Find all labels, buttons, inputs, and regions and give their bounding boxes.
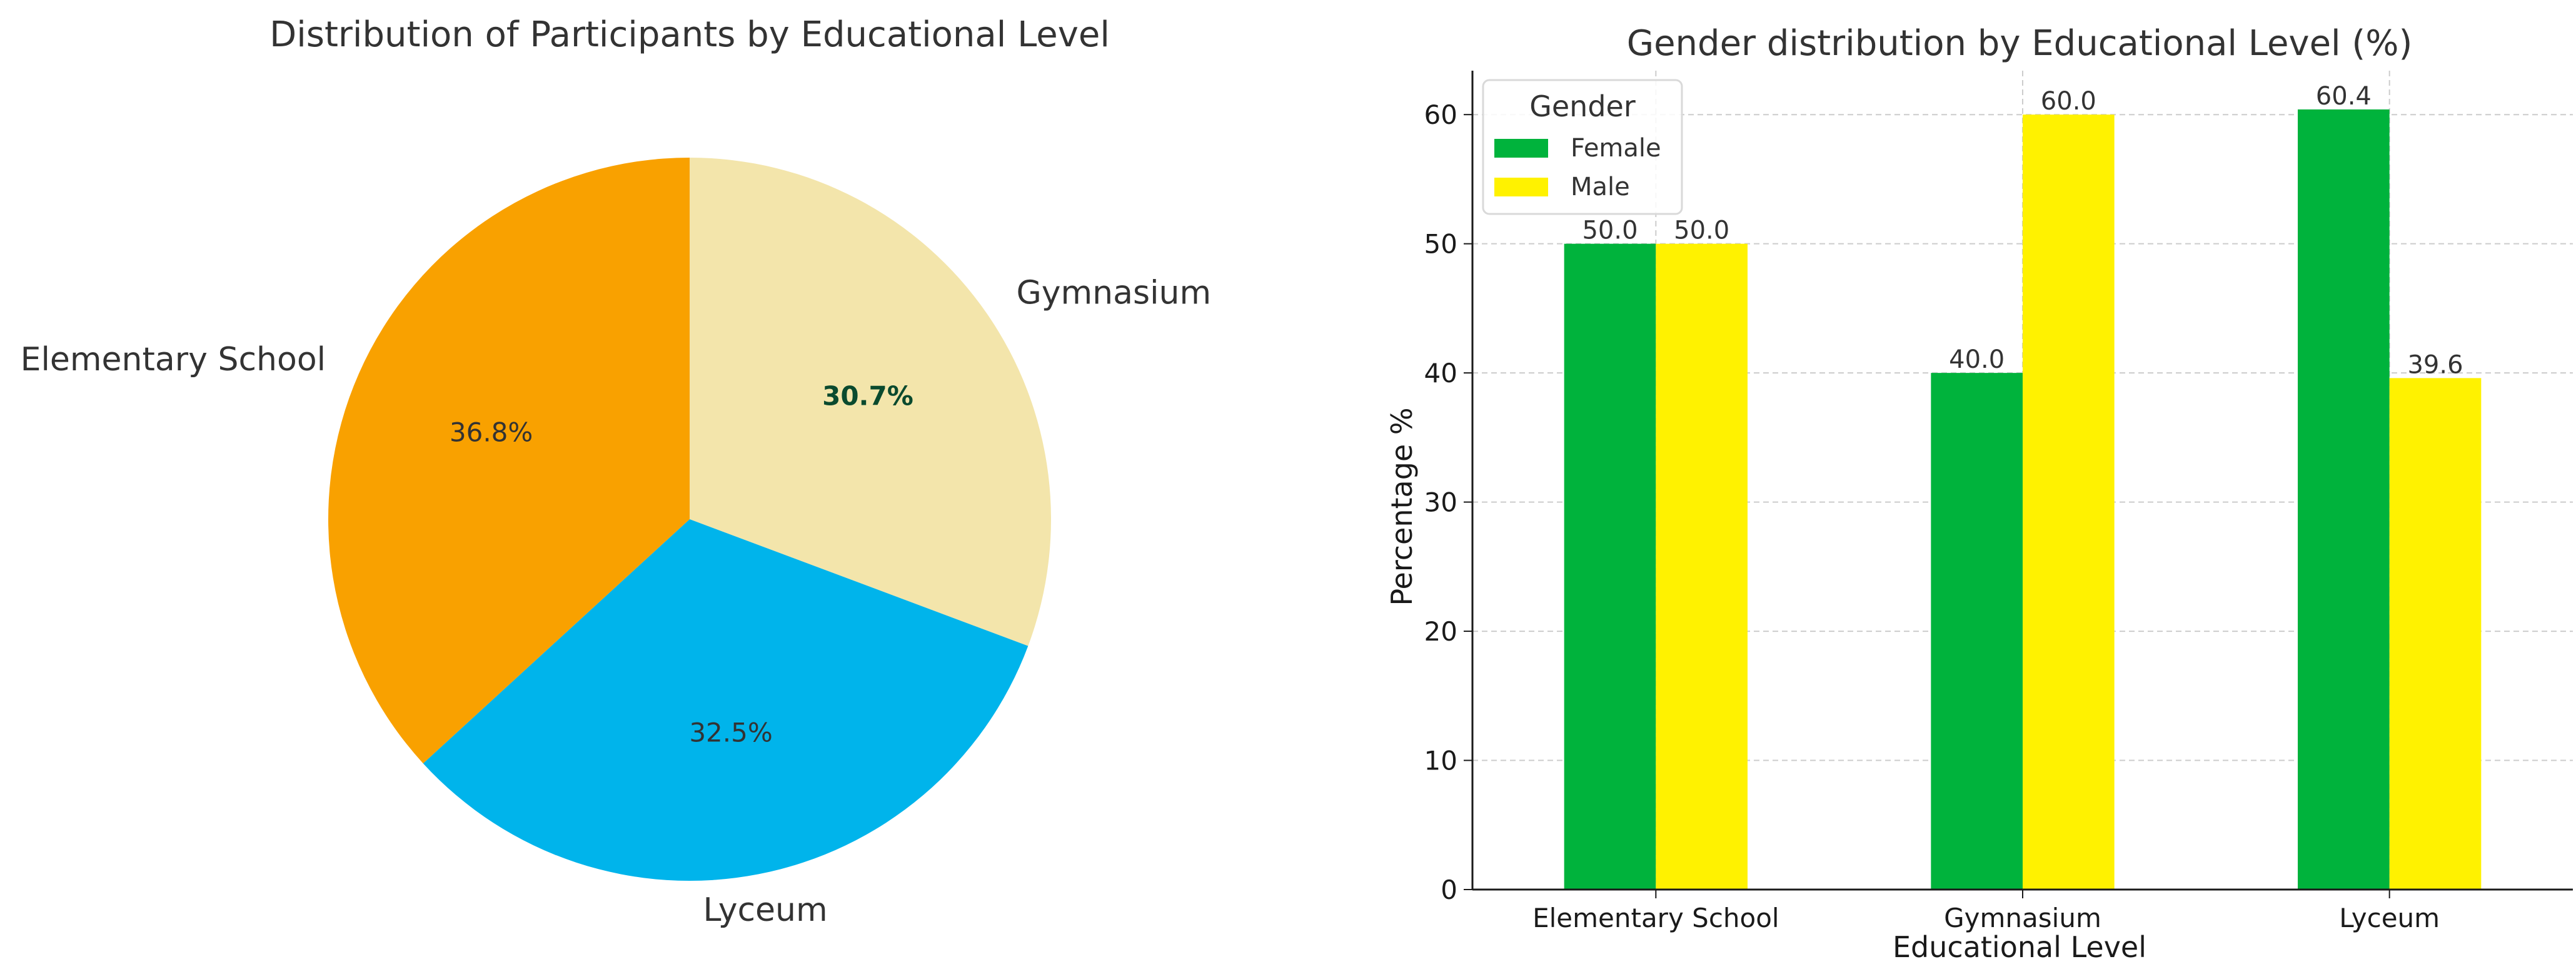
bar-male-lyceum <box>2389 378 2482 890</box>
legend-title: Gender <box>1529 89 1636 123</box>
bar-value-label: 60.0 <box>2041 87 2096 116</box>
pie-label-lyceum: Lyceum <box>703 891 828 929</box>
bar-x-axis-label: Educational Level <box>1893 930 2146 964</box>
bar-male-gymnasium <box>2023 114 2115 890</box>
y-tick-label: 0 <box>1441 875 1457 905</box>
legend-label-female: Female <box>1571 134 1661 163</box>
bar-value-label: 50.0 <box>1674 216 1729 245</box>
bar-female-elementary-school <box>1564 243 1656 890</box>
pie-title: Distribution of Participants by Educatio… <box>269 14 1110 55</box>
pie-label-gymnasium: Gymnasium <box>1016 275 1211 312</box>
bar-male-elementary-school <box>1656 243 1748 890</box>
y-tick-label: 30 <box>1424 487 1457 518</box>
pie-pct-gymnasium: 30.7% <box>822 380 913 411</box>
y-tick-label: 50 <box>1424 229 1457 260</box>
y-tick-label: 60 <box>1424 99 1457 130</box>
pie-label-elementary-school: Elementary School <box>21 341 326 378</box>
bar-chart: Gender distribution by Educational Level… <box>1385 23 2573 964</box>
y-tick-label: 40 <box>1424 358 1457 388</box>
bar-female-gymnasium <box>1931 373 2023 890</box>
bar-value-label: 50.0 <box>1582 216 1638 245</box>
legend-label-male: Male <box>1571 173 1630 201</box>
y-tick-label: 20 <box>1424 616 1457 647</box>
legend: Gender Female Male <box>1482 79 1683 215</box>
pie-chart: Distribution of Participants by Educatio… <box>21 14 1212 929</box>
x-tick-label-gymnasium: Gymnasium <box>1944 903 2101 933</box>
pie-slice-gymnasium <box>690 158 1051 646</box>
bar-female-lyceum <box>2298 109 2390 890</box>
pie-pct-lyceum: 32.5% <box>689 717 772 748</box>
bar-title: Gender distribution by Educational Level… <box>1627 23 2413 64</box>
bar-value-label: 60.4 <box>2316 82 2372 111</box>
x-tick-label-elementary-school: Elementary School <box>1532 903 1779 933</box>
pie-slice-elementary-school <box>328 158 690 764</box>
pie-slice-lyceum <box>423 519 1029 881</box>
x-tick-label-lyceum: Lyceum <box>2339 903 2440 933</box>
bar-value-label: 40.0 <box>1949 345 2005 374</box>
pie-pct-elementary-school: 36.8% <box>450 417 533 447</box>
legend-swatch-male <box>1494 178 1548 196</box>
bar-value-label: 39.6 <box>2407 350 2463 379</box>
bar-y-axis-label: Percentage % <box>1385 407 1419 606</box>
y-tick-label: 10 <box>1424 746 1457 776</box>
legend-swatch-female <box>1494 139 1548 158</box>
